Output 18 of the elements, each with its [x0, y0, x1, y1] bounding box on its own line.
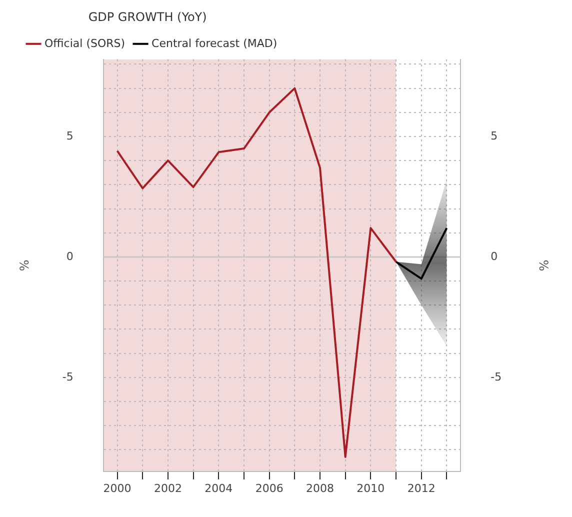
x-tick-label: 2004: [204, 482, 233, 495]
x-tick-label: 2000: [103, 482, 132, 495]
y-tick-label: 0: [66, 250, 74, 263]
y-tick-label: -5: [62, 370, 74, 384]
x-tick-label: 2006: [255, 482, 284, 495]
y-tick-label: 5: [66, 129, 74, 142]
y-axis-title: %: [17, 260, 32, 272]
y2-tick-label: -5: [490, 370, 502, 384]
x-tick-label: 2008: [306, 482, 334, 495]
legend-label: Official (SORS): [44, 36, 126, 50]
x-tick-label: 2002: [154, 482, 182, 495]
x-tick-label: 2010: [356, 482, 385, 495]
x-tick-label: 2012: [407, 482, 436, 495]
y2-axis-title: %: [536, 260, 551, 272]
y2-tick-label: 0: [490, 250, 498, 263]
legend-label: Central forecast (MAD): [152, 36, 278, 50]
legend-title: GDP GROWTH (YoY): [88, 10, 207, 24]
y2-tick-label: 5: [490, 129, 498, 142]
